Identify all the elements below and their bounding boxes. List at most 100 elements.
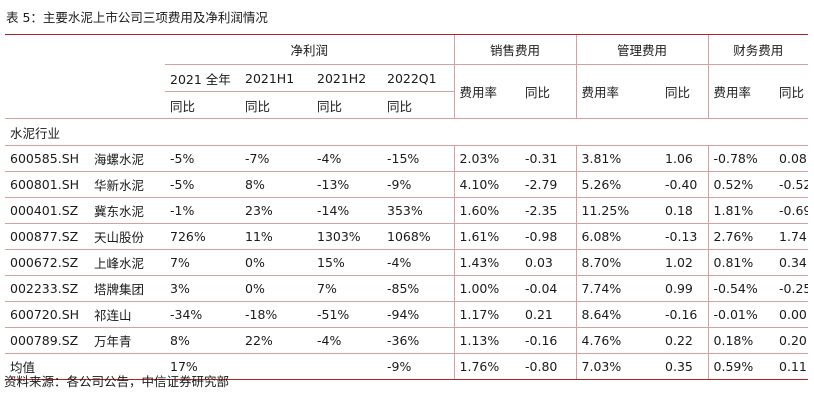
value-cell: 5.26% [575, 171, 661, 198]
sub-header-finance-rate: 费用率 [707, 64, 775, 119]
yoy-header: 同比 [312, 91, 382, 119]
value-cell: -9% [382, 353, 455, 380]
value-cell: 1.06 [660, 145, 709, 172]
value-cell: -4% [312, 327, 382, 354]
table-row: 600585.SH 海螺水泥 -5% -7% -4% -15% 2.03% -0.31 3.81… [5, 145, 809, 172]
period-header-2021-full: 2021 全年 [165, 64, 240, 92]
value-cell: 7% [165, 249, 240, 276]
value-cell: 8% [165, 327, 240, 354]
yoy-header: 同比 [240, 91, 312, 119]
value-cell: 0.00 [774, 301, 809, 328]
yoy-header: 同比 [382, 91, 455, 119]
value-cell: 1068% [382, 223, 455, 250]
value-cell: -0.16 [520, 327, 577, 354]
table-row: 000789.SZ 万年青 8% 22% -4% -36% 1.13% -0.16 4.76% 0… [5, 327, 809, 354]
value-cell: 0.52% [707, 171, 775, 198]
value-cell: 1.17% [453, 301, 521, 328]
value-cell: 7% [312, 275, 382, 302]
value-cell: 0.81% [707, 249, 775, 276]
stock-code: 600585.SH [5, 145, 89, 172]
sub-header-sales-yoy: 同比 [520, 64, 577, 119]
value-cell: 0.11 [774, 353, 809, 380]
value-cell: 4.76% [575, 327, 661, 354]
value-cell: -51% [312, 301, 382, 328]
value-cell: -85% [382, 275, 455, 302]
value-cell: 17% [165, 353, 240, 380]
value-cell: 0.99 [660, 275, 709, 302]
value-cell: 8.70% [575, 249, 661, 276]
average-label: 均值 [5, 353, 89, 380]
company-name: 上峰水泥 [89, 249, 165, 276]
value-cell: 0.18 [660, 197, 709, 224]
value-cell: 15% [312, 249, 382, 276]
value-cell: 0.08 [774, 145, 809, 172]
value-cell: 1.61% [453, 223, 521, 250]
value-cell: 1.43% [453, 249, 521, 276]
table-row: 000877.SZ 天山股份 726% 11% 1303% 1068% 1.61% -0.98… [5, 223, 809, 250]
group-header-finance-expense: 财务费用 [707, 34, 809, 65]
value-cell: 23% [240, 197, 312, 224]
sub-header-sales-rate: 费用率 [453, 64, 521, 119]
value-cell: 11.25% [575, 197, 661, 224]
value-cell: -4% [382, 249, 455, 276]
stock-code: 000401.SZ [5, 197, 89, 224]
value-cell [240, 353, 312, 380]
stock-code: 600801.SH [5, 171, 89, 198]
value-cell: -0.54% [707, 275, 775, 302]
value-cell: 2.03% [453, 145, 521, 172]
value-cell: 1.13% [453, 327, 521, 354]
value-cell: -5% [165, 171, 240, 198]
value-cell: 726% [165, 223, 240, 250]
value-cell: -18% [240, 301, 312, 328]
value-cell: 0.35 [660, 353, 709, 380]
group-header-sales-expense: 销售费用 [453, 34, 577, 65]
value-cell: -2.79 [520, 171, 577, 198]
group-header-net-profit: 净利润 [165, 34, 455, 65]
value-cell: -0.69 [774, 197, 809, 224]
stock-code: 600720.SH [5, 301, 89, 328]
stock-code: 002233.SZ [5, 275, 89, 302]
company-name: 海螺水泥 [89, 145, 165, 172]
value-cell: 2.76% [707, 223, 775, 250]
value-cell: -0.78% [707, 145, 775, 172]
value-cell: 1.74 [774, 223, 809, 250]
table-row: 600801.SH 华新水泥 -5% 8% -13% -9% 4.10% -2.79 5.26%… [5, 171, 809, 198]
value-cell: 8.64% [575, 301, 661, 328]
value-cell: -7% [240, 145, 312, 172]
value-cell: 1.81% [707, 197, 775, 224]
table-row: 002233.SZ 塔牌集团 3% 0% 7% -85% 1.00% -0.04 7.74% 0.… [5, 275, 809, 302]
value-cell: -34% [165, 301, 240, 328]
value-cell: -1% [165, 197, 240, 224]
value-cell: 7.03% [575, 353, 661, 380]
value-cell: 0.59% [707, 353, 775, 380]
sub-header-admin-rate: 费用率 [575, 64, 661, 119]
value-cell: 0.22 [660, 327, 709, 354]
company-name: 华新水泥 [89, 171, 165, 198]
table-row: 600720.SH 祁连山 -34% -18% -51% -94% 1.17% 0.21 8.6… [5, 301, 809, 328]
value-cell: 0.34 [774, 249, 809, 276]
value-cell: -0.16 [660, 301, 709, 328]
value-cell: -13% [312, 171, 382, 198]
value-cell: 1.00% [453, 275, 521, 302]
stock-code: 000877.SZ [5, 223, 89, 250]
expense-profit-table: 净利润 销售费用 管理费用 财务费用 2021 全年 2021H1 2021H2… [5, 34, 809, 380]
value-cell: -0.80 [520, 353, 577, 380]
empty-cell [89, 353, 165, 380]
value-cell: -0.52 [774, 171, 809, 198]
value-cell: 4.10% [453, 171, 521, 198]
company-name: 祁连山 [89, 301, 165, 328]
value-cell: -0.01% [707, 301, 775, 328]
value-cell: 3.81% [575, 145, 661, 172]
value-cell: -0.25 [774, 275, 809, 302]
value-cell: 8% [240, 171, 312, 198]
period-header-2021h1: 2021H1 [240, 64, 312, 92]
value-cell: 0.21 [520, 301, 577, 328]
sub-header-finance-yoy: 同比 [774, 64, 809, 119]
value-cell: -9% [382, 171, 455, 198]
value-cell: -2.35 [520, 197, 577, 224]
value-cell: 0% [240, 275, 312, 302]
value-cell: 1.76% [453, 353, 521, 380]
value-cell: -4% [312, 145, 382, 172]
sub-header-admin-yoy: 同比 [660, 64, 709, 119]
value-cell: 7.74% [575, 275, 661, 302]
